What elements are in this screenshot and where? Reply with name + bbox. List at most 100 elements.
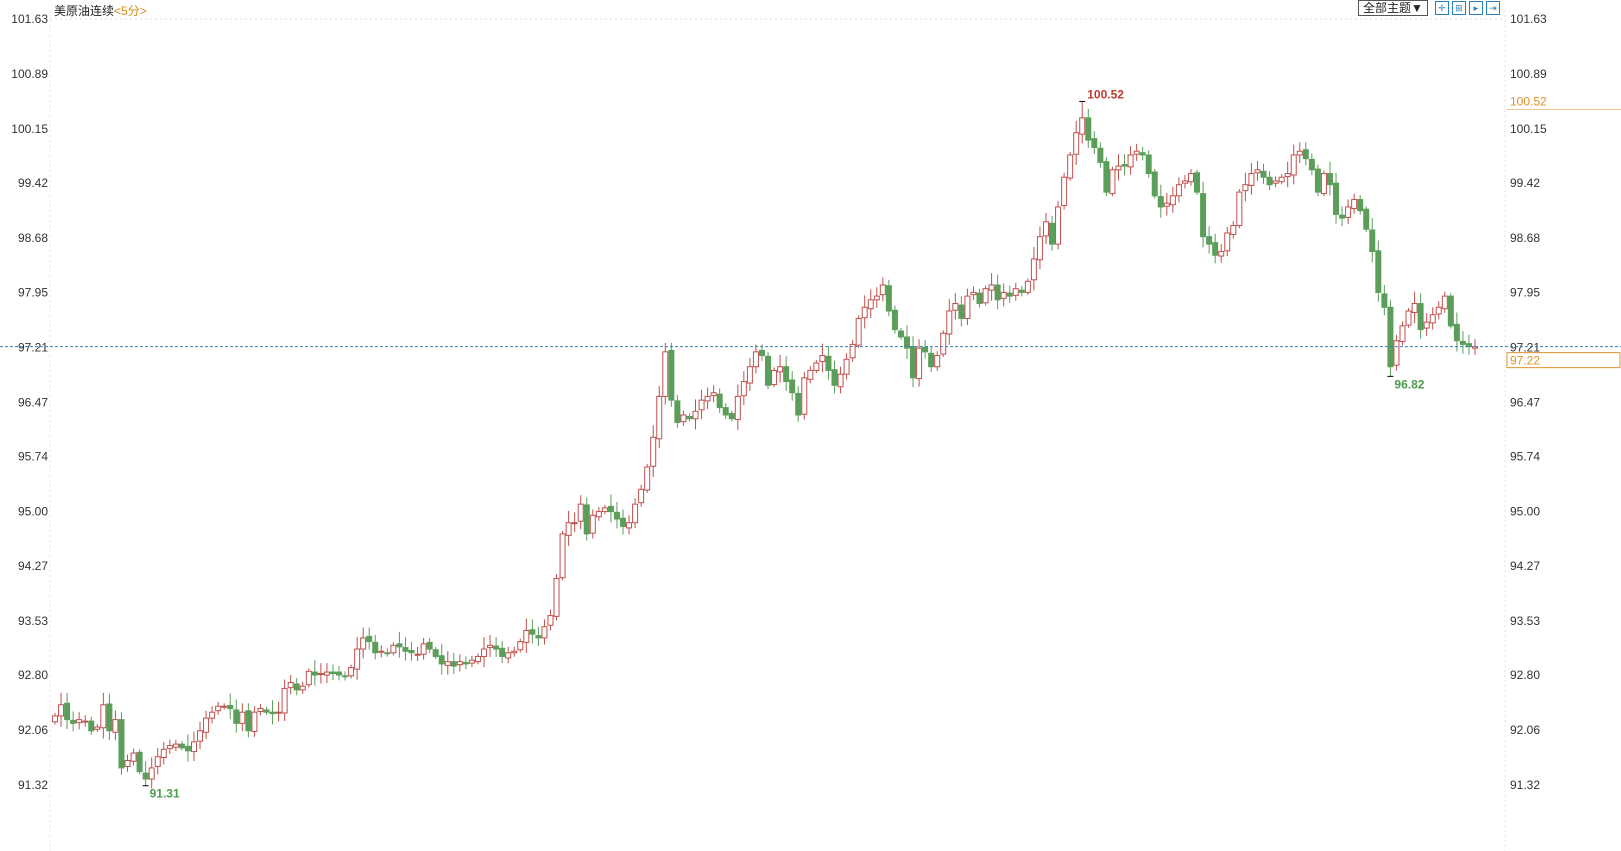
candle-up: [656, 395, 663, 440]
candle-down: [106, 703, 113, 732]
crosshair-icon[interactable]: ✛: [1434, 1, 1449, 15]
candle-up: [1345, 206, 1352, 218]
candle-up: [849, 343, 856, 359]
candle-up: [160, 748, 167, 759]
candle-down: [1097, 147, 1104, 163]
candle-down: [493, 645, 500, 650]
candle-up: [275, 711, 282, 714]
chart-toolbar: 全部主题▼ ✛ ⊞ ▸ ⇥: [1358, 0, 1500, 16]
candle-up: [305, 670, 312, 686]
candle-down: [184, 745, 191, 752]
candle-up: [348, 667, 355, 677]
candle-up: [710, 392, 717, 397]
candle-down: [227, 705, 234, 709]
candle-down: [245, 710, 252, 732]
candle-up: [934, 355, 941, 368]
candle-down: [1375, 250, 1382, 293]
candle-up: [323, 671, 330, 676]
candle-up: [215, 705, 222, 712]
right-tick-label: 92.80: [1510, 668, 1540, 682]
left-tick-label: 95.74: [18, 450, 48, 464]
instrument-name: 美原油连续: [54, 4, 115, 18]
candle-down: [233, 709, 240, 724]
candle-up: [559, 533, 566, 579]
candle-up: [1000, 291, 1007, 299]
candle-up: [801, 377, 808, 415]
theme-dropdown-button[interactable]: 全部主题▼: [1358, 0, 1428, 16]
candle-up: [287, 681, 294, 689]
candle-down: [1260, 170, 1267, 178]
candle-down: [976, 292, 983, 305]
candle-up: [203, 717, 210, 733]
candle-up: [148, 767, 155, 780]
candle-up: [916, 347, 923, 380]
candle-up: [1278, 176, 1285, 183]
period-selector[interactable]: <5分>: [114, 4, 147, 18]
candle-up: [58, 704, 65, 717]
candle-up: [1441, 295, 1448, 310]
candle-up: [1012, 288, 1019, 296]
candle-up: [734, 395, 741, 420]
candle-down: [1459, 340, 1466, 345]
candle-up: [553, 577, 560, 617]
candle-down: [1121, 164, 1128, 167]
candle-down: [928, 352, 935, 368]
candle-up: [638, 488, 645, 504]
candle-down: [342, 675, 349, 678]
candle-up: [239, 711, 246, 724]
candle-up: [855, 317, 862, 346]
candle-up: [1405, 310, 1412, 326]
candle-down: [311, 671, 318, 676]
candle-up: [692, 410, 699, 420]
candle-down: [891, 309, 898, 331]
jump-to-end-icon[interactable]: ⇥: [1485, 1, 1500, 15]
left-tick-label: 97.21: [18, 340, 48, 354]
left-tick-label: 95.00: [18, 505, 48, 519]
candle-down: [910, 346, 917, 379]
candle-up: [1429, 314, 1436, 324]
candle-down: [1357, 199, 1364, 212]
low-price-label: 96.82: [1394, 377, 1424, 391]
candle-up: [1236, 191, 1243, 227]
candle-up: [1423, 321, 1430, 329]
candle-up: [154, 756, 161, 767]
candle-down: [462, 661, 469, 665]
candle-down: [1266, 176, 1273, 186]
candle-up: [378, 650, 385, 653]
candle-up: [589, 514, 596, 534]
candle-up: [1272, 180, 1279, 184]
candle-up: [468, 659, 475, 664]
candle-up: [777, 366, 784, 373]
zoom-in-icon[interactable]: ⊞: [1451, 1, 1466, 15]
candle-up: [807, 369, 814, 380]
candle-up: [704, 395, 711, 402]
candle-up: [257, 707, 264, 712]
candle-down: [1194, 172, 1201, 193]
candle-up: [1411, 303, 1418, 313]
candle-down: [136, 751, 143, 773]
right-tick-label: 96.47: [1510, 395, 1540, 409]
candle-down: [765, 355, 772, 386]
candle-up: [1055, 206, 1062, 245]
candle-up: [197, 730, 204, 742]
candle-up: [565, 522, 572, 536]
left-tick-label: 92.06: [18, 723, 48, 737]
candle-up: [505, 652, 512, 659]
candle-down: [922, 346, 929, 353]
candle-up: [1320, 173, 1327, 195]
candle-up: [487, 644, 494, 649]
candle-up: [1218, 251, 1225, 257]
zoom-out-icon[interactable]: ▸: [1468, 1, 1483, 15]
candle-down: [1006, 292, 1013, 297]
candle-down: [118, 719, 125, 769]
last-price-box: [1506, 352, 1621, 369]
candle-up: [746, 366, 753, 384]
candle-up: [390, 644, 397, 654]
candle-up: [420, 643, 427, 655]
candle-up: [698, 399, 705, 411]
chart-title: 美原油连续<5分>: [54, 2, 147, 19]
candle-up: [517, 641, 524, 651]
candle-down: [336, 671, 342, 676]
candle-up: [1248, 173, 1255, 186]
